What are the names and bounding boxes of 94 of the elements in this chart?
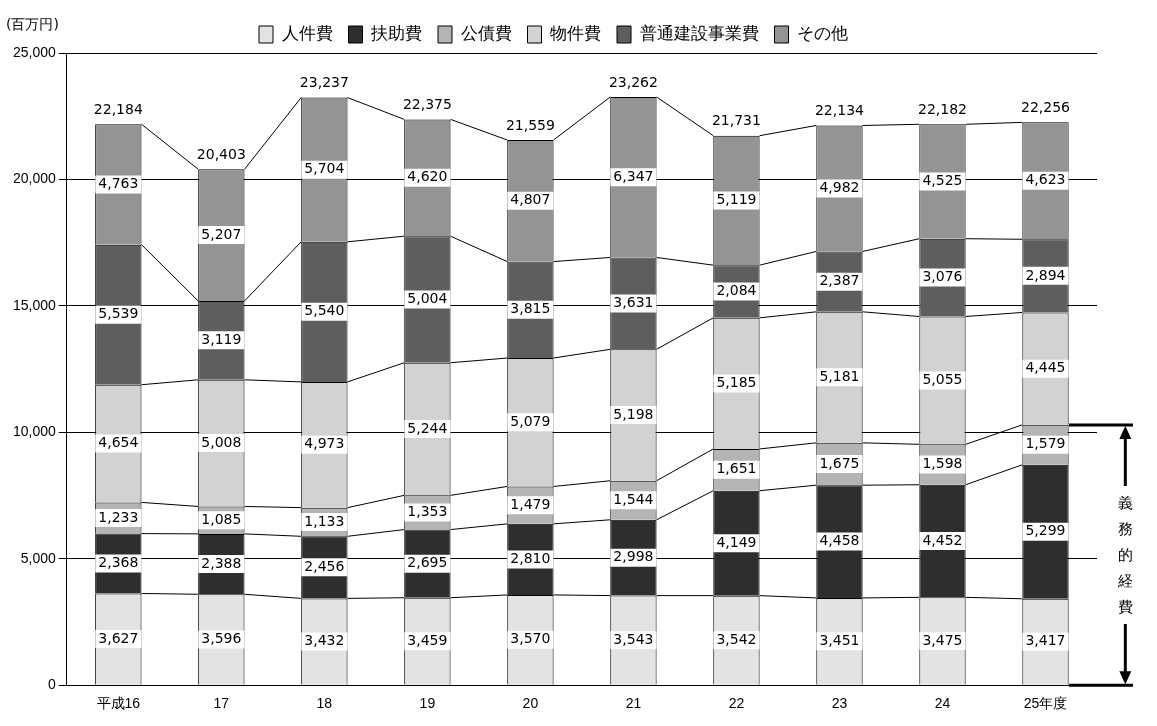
data-label: 1,133	[304, 512, 345, 529]
data-label: 5,539	[98, 305, 139, 322]
data-label: 5,079	[510, 412, 551, 429]
data-label: 1,479	[510, 495, 551, 512]
data-label: 4,654	[98, 434, 139, 451]
data-label: 1,085	[201, 510, 242, 527]
data-label: 3,076	[922, 268, 963, 285]
data-label: 5,207	[201, 225, 242, 242]
total-label: 21,731	[711, 112, 761, 129]
total-label: 22,256	[1020, 99, 1071, 116]
data-label: 3,459	[407, 631, 448, 648]
x-tick-label: 平成16	[96, 695, 141, 712]
data-label: 5,198	[613, 405, 654, 422]
data-label: 4,452	[922, 531, 963, 548]
data-label: 6,347	[613, 167, 654, 184]
data-label: 3,627	[98, 629, 139, 646]
data-label: 5,299	[1025, 522, 1066, 539]
data-label: 5,119	[716, 191, 757, 208]
y-tick-label: 15,000	[12, 296, 57, 313]
y-tick-label: 10,000	[12, 423, 57, 440]
data-label: 3,815	[510, 300, 551, 317]
data-label: 3,475	[922, 631, 963, 648]
data-label: 3,631	[613, 294, 654, 311]
x-tick-label: 23	[831, 695, 848, 712]
y-tick-label: 5,000	[20, 549, 57, 566]
data-label: 5,540	[304, 302, 345, 319]
data-label: 2,388	[201, 554, 242, 571]
data-label: 3,596	[201, 630, 242, 647]
data-label: 3,570	[510, 630, 551, 647]
data-label: 2,810	[510, 550, 551, 567]
data-label: 1,353	[407, 503, 448, 520]
data-label: 2,387	[819, 272, 860, 289]
x-tick-label: 18	[316, 695, 333, 712]
data-label: 4,623	[1025, 171, 1066, 188]
legend-label: 公債費	[460, 24, 512, 44]
data-label: 3,417	[1025, 632, 1066, 649]
total-label: 22,182	[917, 100, 967, 117]
x-tick-label: 21	[625, 695, 642, 712]
data-label: 4,445	[1025, 359, 1066, 376]
data-label: 4,982	[819, 179, 860, 196]
data-label: 1,233	[98, 508, 139, 525]
total-label: 22,184	[93, 100, 143, 117]
x-tick-label: 19	[419, 695, 436, 712]
text: 義務的経費	[1115, 486, 1135, 625]
total-label: 21,559	[505, 116, 555, 133]
data-label: 1,598	[922, 455, 963, 472]
data-label: 2,894	[1025, 266, 1066, 283]
data-label: 4,763	[98, 175, 139, 192]
data-label: 4,807	[510, 191, 551, 208]
data-label: 3,119	[201, 331, 242, 347]
data-label: 2,456	[304, 558, 345, 574]
data-label: 5,004	[407, 290, 448, 307]
y-tick-label: 20,000	[12, 170, 57, 187]
data-label: 2,695	[407, 554, 448, 571]
data-label: 5,704	[304, 160, 345, 177]
legend-label: 物件費	[550, 24, 601, 44]
legend-label: 普通建設事業費	[639, 24, 759, 44]
x-tick-label: 24	[934, 695, 951, 712]
data-label: 4,149	[716, 533, 757, 550]
y-tick-label: 0	[48, 676, 57, 693]
data-label: 2,368	[98, 554, 139, 571]
data-label: 2,084	[716, 282, 757, 299]
data-label: 2,998	[613, 548, 654, 565]
total-label: 20,403	[196, 145, 246, 162]
data-label: 1,544	[613, 490, 654, 507]
total-label: 22,134	[814, 102, 865, 119]
total-label: 22,375	[402, 96, 452, 113]
data-label: 4,620	[407, 168, 448, 185]
data-label: 4,973	[304, 435, 345, 452]
data-label: 3,543	[613, 630, 654, 647]
data-label: 5,008	[201, 433, 242, 450]
x-tick-label: 22	[728, 695, 745, 712]
x-tick-label: 17	[213, 695, 230, 712]
data-label: 5,185	[716, 374, 757, 391]
data-label: 1,675	[819, 454, 860, 471]
data-label: 3,451	[819, 631, 860, 648]
data-label: 4,458	[819, 532, 860, 549]
total-label: 23,262	[608, 73, 658, 90]
data-label: 1,651	[716, 460, 757, 477]
legend-label: その他	[797, 24, 848, 44]
data-label: 3,542	[716, 630, 757, 647]
data-label: 1,579	[1025, 435, 1066, 452]
y-axis-title: (百万円)	[6, 15, 59, 32]
x-tick-label: 25年度	[1023, 695, 1068, 712]
legend-label: 扶助費	[370, 24, 422, 44]
data-label: 3,432	[304, 632, 345, 649]
data-label: 4,525	[922, 172, 963, 189]
data-label: 5,244	[407, 419, 448, 436]
data-label: 5,181	[819, 367, 860, 384]
legend-label: 人件費	[281, 24, 333, 44]
y-tick-label: 25,000	[12, 43, 57, 60]
x-tick-label: 20	[522, 695, 539, 712]
data-label: 5,055	[922, 371, 963, 388]
total-label: 23,237	[299, 74, 349, 91]
